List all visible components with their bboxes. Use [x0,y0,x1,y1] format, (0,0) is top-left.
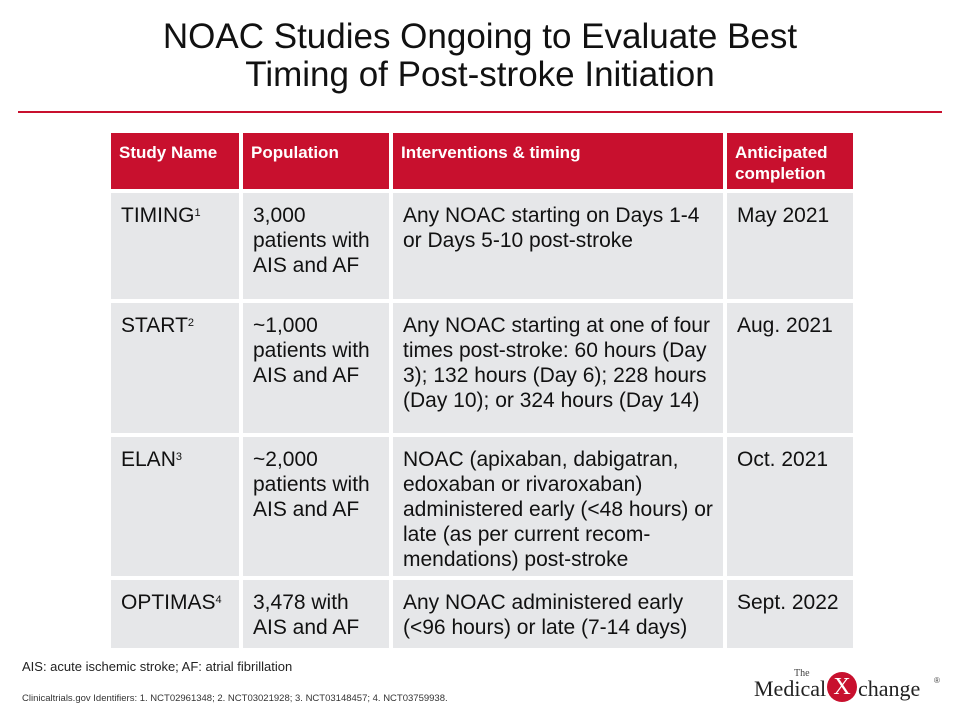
title-divider [18,111,942,113]
logo-registered: ® [934,676,940,685]
header-study-name: Study Name [111,133,239,189]
study-name-cell: OPTIMAS4 [111,580,239,648]
interventions-cell: Any NOAC starting at one of four times p… [393,303,723,433]
logo-word-medical: Medical [754,676,827,701]
study-name: TIMING [121,204,195,227]
completion-cell: Aug. 2021 [727,303,853,433]
study-name: ELAN [121,448,176,471]
completion-cell: May 2021 [727,193,853,299]
study-ref: 2 [187,317,195,329]
study-name-cell: START2 [111,303,239,433]
completion-cell: Sept. 2022 [727,580,853,648]
abbreviations-footnote: AIS: acute ischemic stroke; AF: atrial f… [22,659,293,674]
study-name-cell: ELAN3 [111,437,239,576]
study-name: OPTIMAS [121,591,216,614]
table-row: TIMING1 3,000 patients with AIS and AF A… [111,193,853,299]
logo-x-icon: X [827,672,857,702]
logo-word-change: change [858,676,921,701]
medical-xchange-logo: The Medical X change ® [754,668,944,712]
study-ref: 3 [175,451,182,463]
study-ref: 1 [194,207,201,219]
header-population: Population [243,133,389,189]
title-line-2: Timing of Post-stroke Initiation [245,55,715,94]
population-cell: ~2,000 patients with AIS and AF [243,437,389,576]
study-ref: 4 [215,594,222,606]
population-cell: ~1,000 patients with AIS and AF [243,303,389,433]
completion-cell: Oct. 2021 [727,437,853,576]
table-row: OPTIMAS4 3,478 with AIS and AF Any NOAC … [111,580,853,648]
header-row: Study Name Population Interventions & ti… [111,133,853,189]
interventions-cell: Any NOAC administered early (<96 hours) … [393,580,723,648]
trial-identifiers: Clinicaltrials.gov Identifiers: 1. NCT02… [22,693,448,704]
study-name-cell: TIMING1 [111,193,239,299]
interventions-cell: Any NOAC starting on Days 1-4 or Days 5-… [393,193,723,299]
slide-title: NOAC Studies Ongoing to Evaluate Best Ti… [0,18,960,94]
studies-table: Study Name Population Interventions & ti… [107,129,857,652]
header-interventions: Interventions & timing [393,133,723,189]
table-row: ELAN3 ~2,000 patients with AIS and AF NO… [111,437,853,576]
population-cell: 3,478 with AIS and AF [243,580,389,648]
interventions-cell: NOAC (apixaban, dabigatran, edoxaban or … [393,437,723,576]
logo-the: The [794,668,810,679]
population-cell: 3,000 patients with AIS and AF [243,193,389,299]
header-completion: Anticipated completion [727,133,853,189]
study-name: START [121,314,188,337]
title-line-1: NOAC Studies Ongoing to Evaluate Best [162,17,798,56]
table-row: START2 ~1,000 patients with AIS and AF A… [111,303,853,433]
